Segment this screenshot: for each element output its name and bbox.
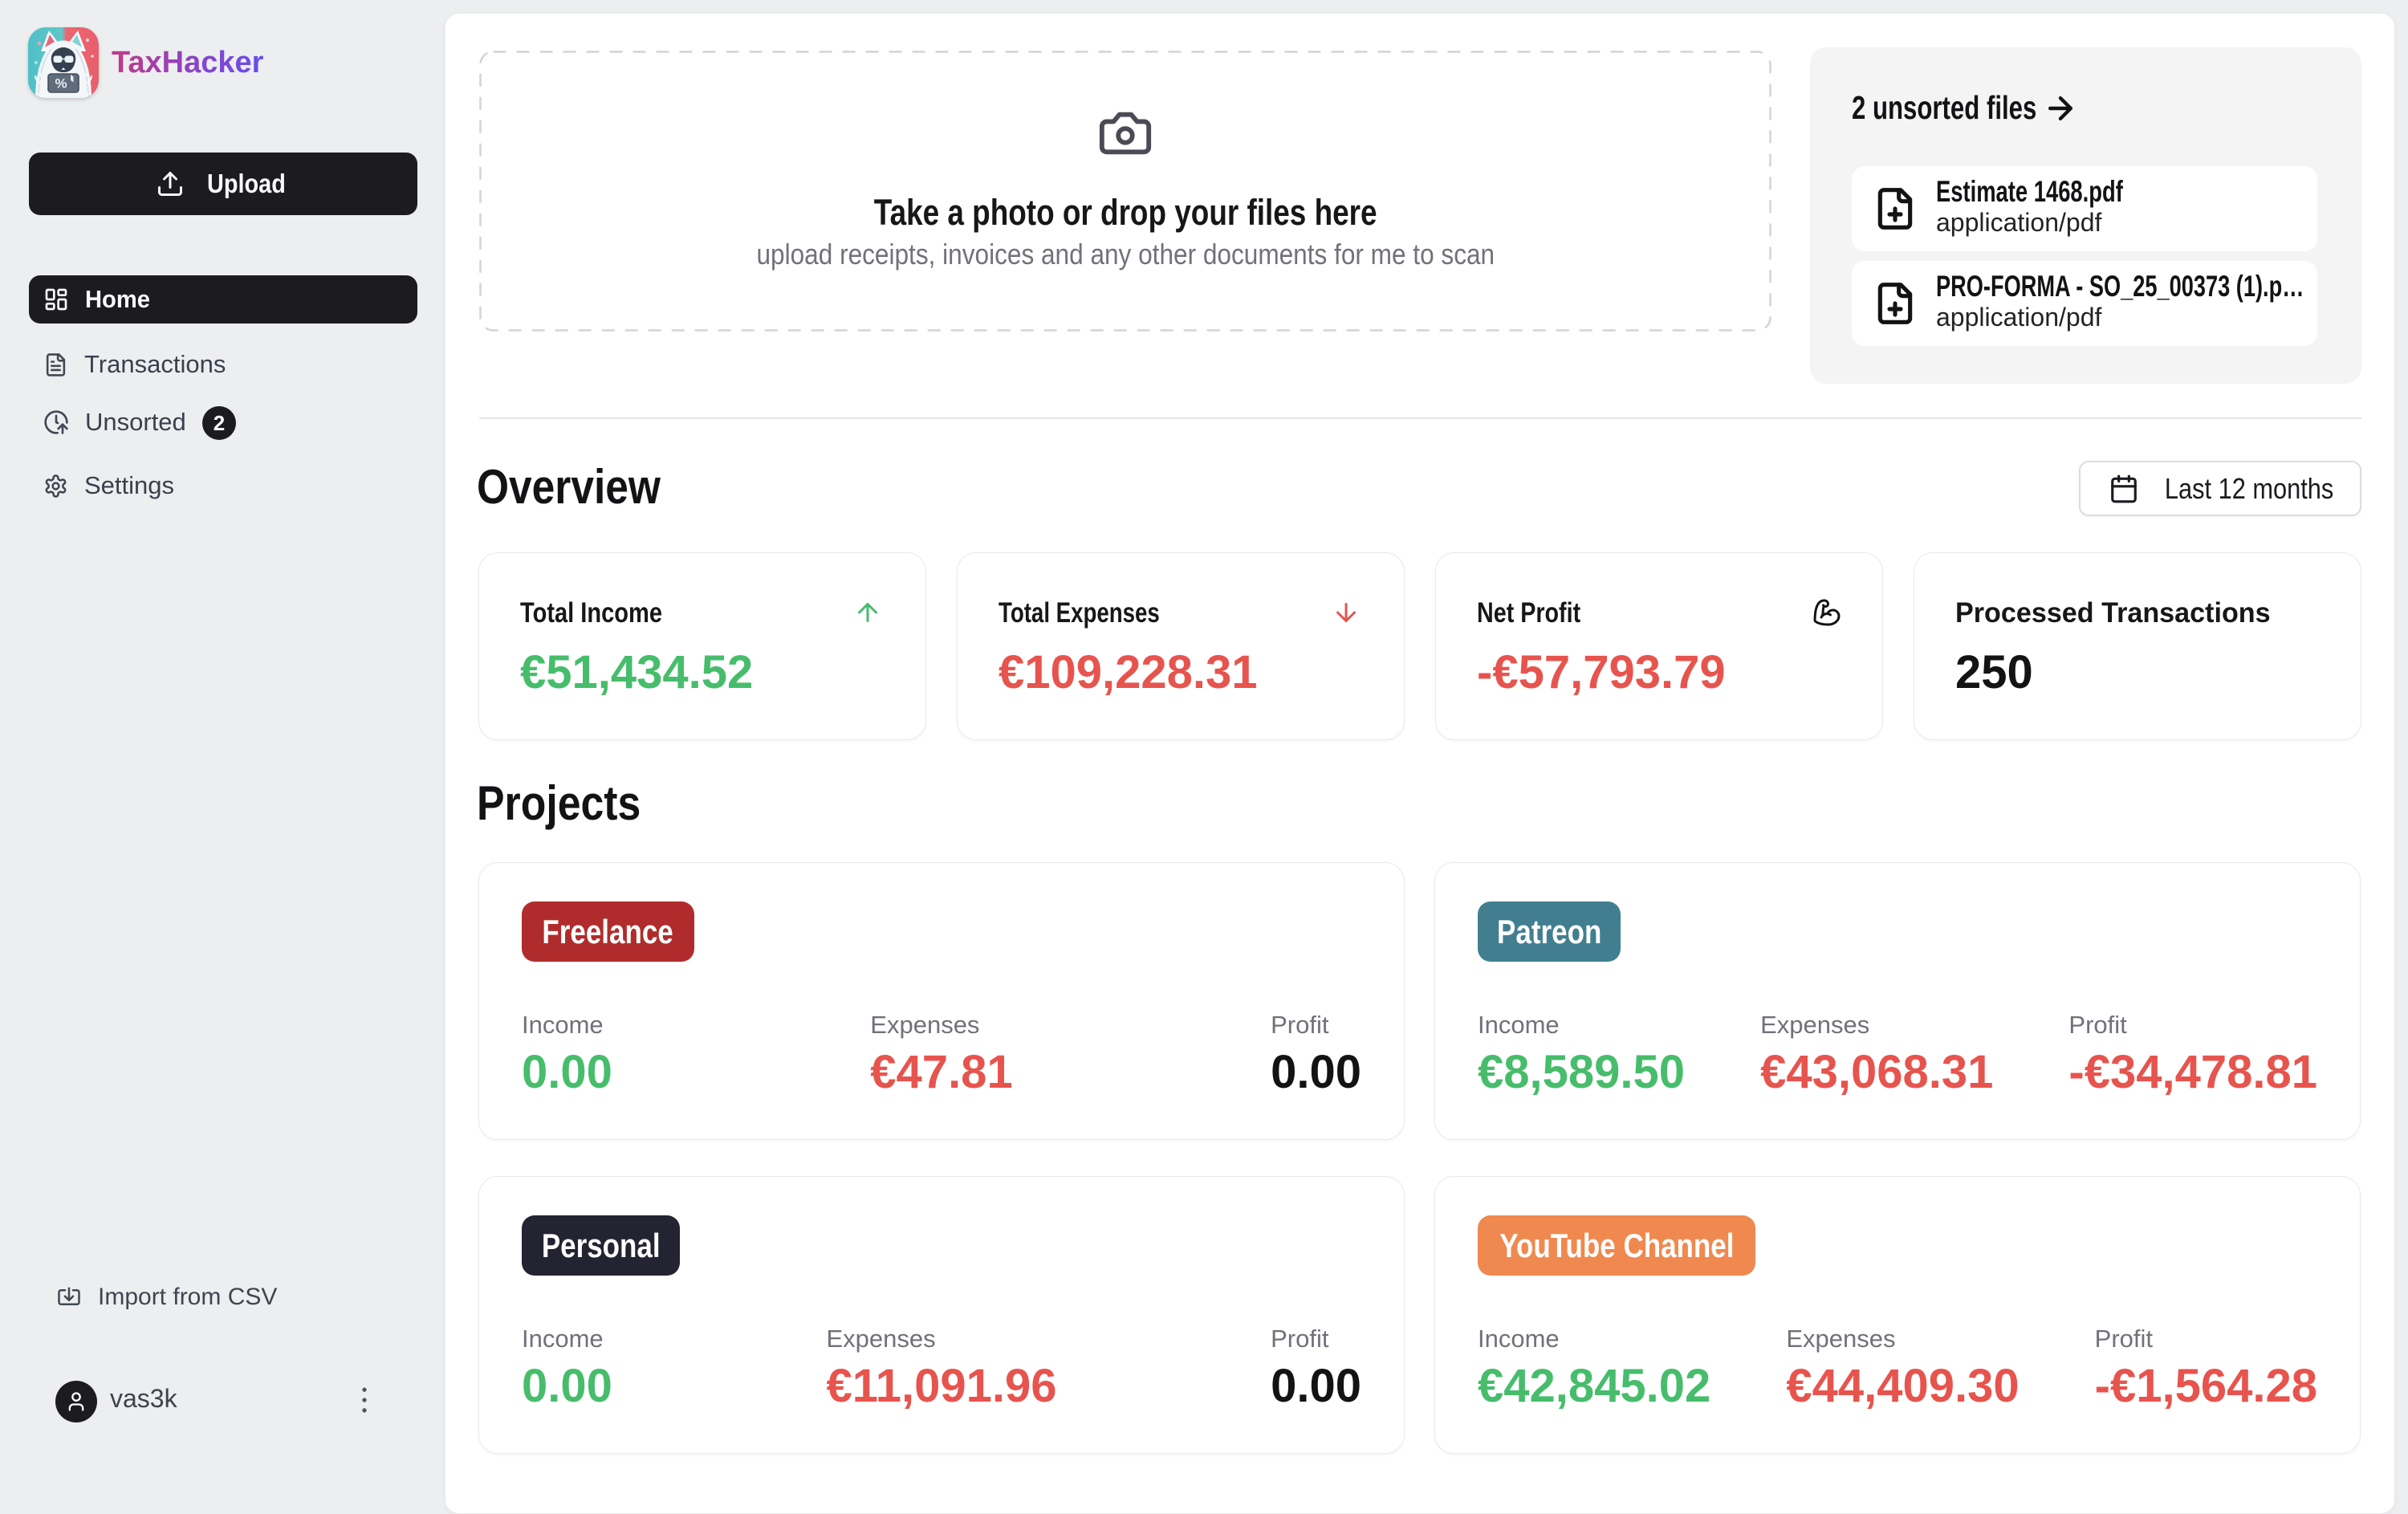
svg-text:%: % (55, 76, 67, 92)
